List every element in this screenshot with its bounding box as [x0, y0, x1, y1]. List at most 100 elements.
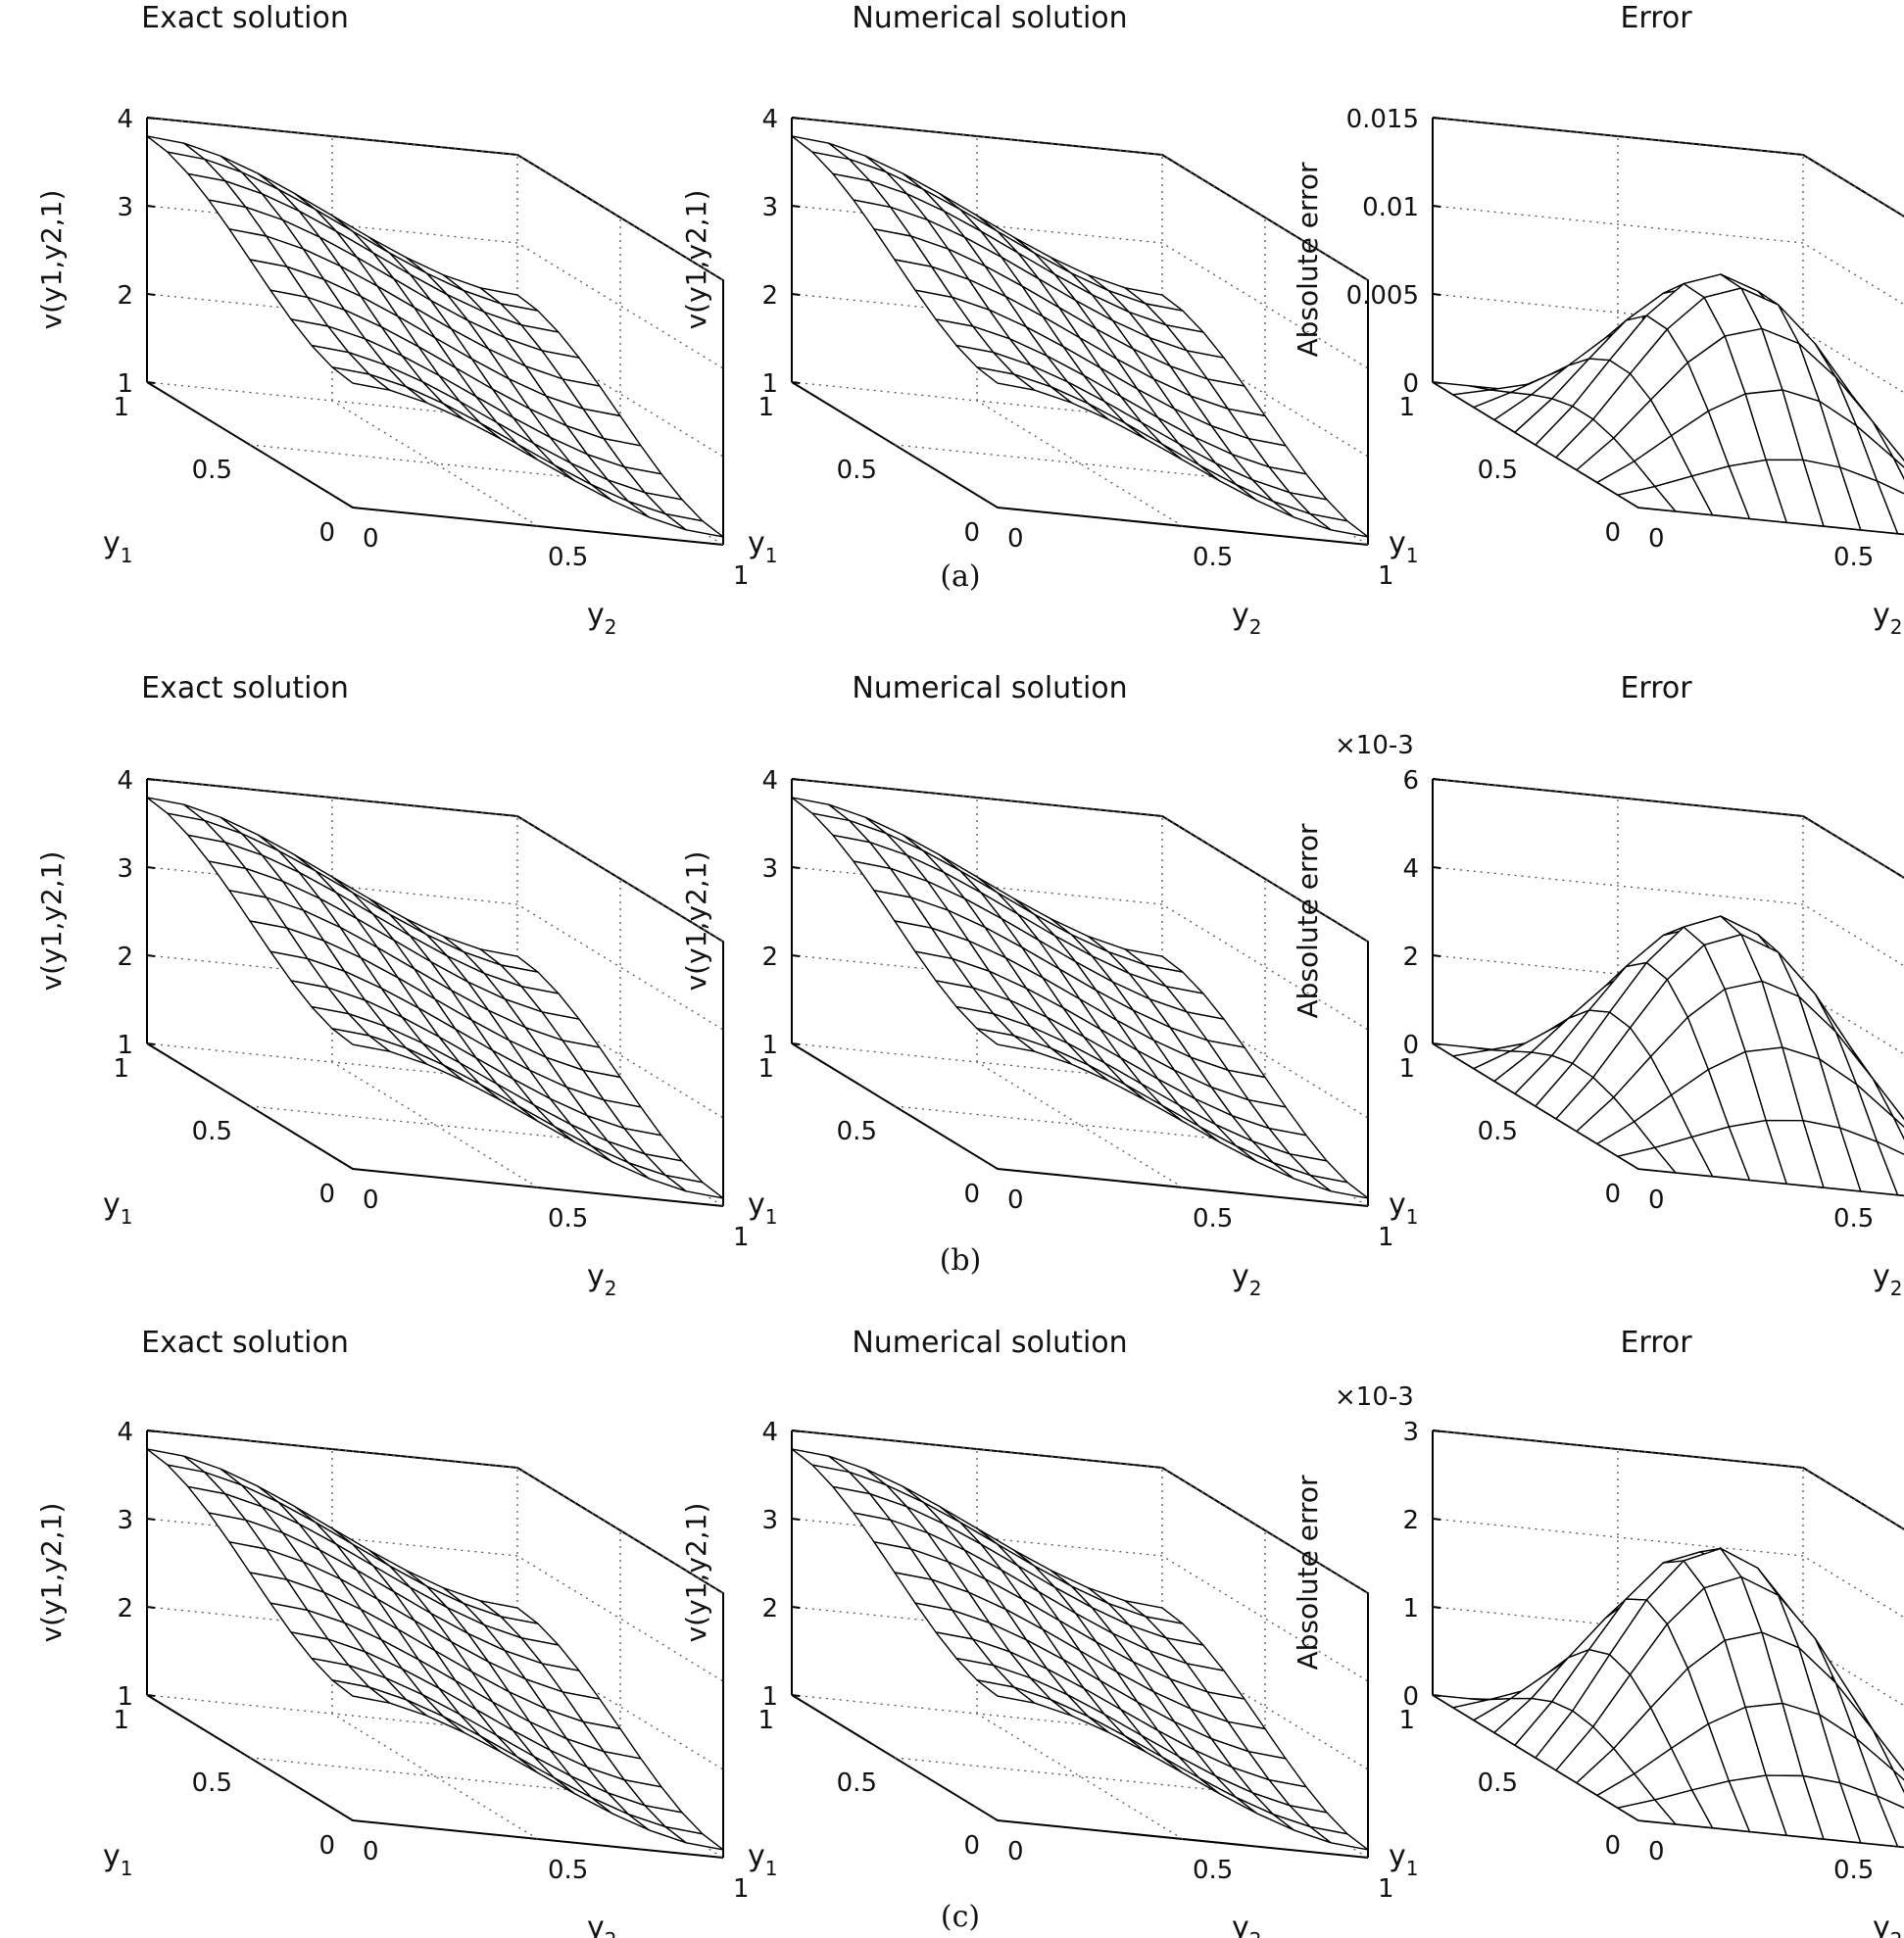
z-tick-label: 4 — [761, 1418, 778, 1447]
y1-tick-label: 0 — [963, 1180, 980, 1209]
z-multiplier: ×10-3 — [1335, 731, 1414, 760]
z-tick-label: 2 — [1402, 943, 1419, 972]
z-tick — [1432, 1606, 1441, 1609]
y2-tick-label: 1 — [1378, 561, 1394, 591]
y1-tick-label: 0.5 — [192, 1768, 232, 1798]
z-gridline — [1432, 1429, 1904, 1530]
y2-axis-label: y2 — [587, 1259, 617, 1300]
mesh-cell — [1309, 1174, 1369, 1199]
y2-tick-label: 0 — [363, 1837, 379, 1866]
z-tick-label: 4 — [761, 766, 778, 796]
z-tick-label: 3 — [117, 193, 133, 222]
z-tick — [146, 293, 156, 296]
row-caption: (c) — [941, 1900, 980, 1934]
y2-tick-label: 1 — [733, 561, 750, 591]
y1-tick-label: 0 — [1604, 1831, 1621, 1861]
z-tick — [146, 1606, 156, 1609]
mesh-cell — [1892, 1769, 1904, 1794]
z-tick-label: 1 — [761, 1682, 778, 1712]
panel-title: Numerical solution — [852, 1, 1127, 35]
y1-axis-label: y1 — [748, 526, 778, 567]
z-tick-label: 1 — [761, 369, 778, 399]
z-tick-label: 3 — [117, 1506, 133, 1535]
z-gridline — [791, 1429, 1369, 1594]
z-axis-label: v(y1,y2,1) — [680, 1503, 712, 1643]
z-tick-label: 3 — [761, 854, 778, 884]
z-tick — [791, 381, 801, 384]
z-tick — [791, 866, 801, 869]
z-tick — [1432, 1694, 1441, 1697]
z-tick — [146, 866, 156, 869]
y1-tick-label: 0.5 — [837, 1768, 877, 1798]
y2-tick-label: 0 — [1007, 1837, 1024, 1866]
y2-tick-label: 0 — [1007, 1186, 1024, 1215]
y1-tick-label: 0 — [1604, 518, 1621, 548]
y1-tick-label: 0 — [1604, 1180, 1621, 1209]
y2-tick-label: 0.5 — [548, 1204, 588, 1234]
floor-frame — [791, 1042, 1369, 1207]
z-tick — [791, 1518, 801, 1521]
y1-tick-label: 0.5 — [837, 1117, 877, 1146]
floor-gridline — [249, 1757, 621, 1796]
y2-tick-label: 1 — [733, 1223, 750, 1252]
z-tick — [791, 1606, 801, 1609]
y2-tick-label: 0 — [363, 524, 379, 554]
z-axis-label: Absolute error — [1292, 823, 1324, 1019]
y1-tick-label: 0.5 — [192, 1117, 232, 1146]
y1-tick-label: 1 — [1398, 1054, 1415, 1084]
y1-tick-label: 0.5 — [1478, 1117, 1518, 1146]
z-tick — [146, 1042, 156, 1045]
z-gridline — [146, 117, 724, 281]
panel-title: Numerical solution — [852, 671, 1127, 705]
floor-frame — [146, 1042, 724, 1207]
surface-mesh — [791, 1448, 1369, 1851]
z-tick — [1432, 293, 1441, 296]
y1-axis-label: y1 — [748, 1187, 778, 1229]
z-tick-label: 0.005 — [1346, 281, 1419, 311]
panel-title: Numerical solution — [852, 1326, 1127, 1360]
floor-gridline — [331, 1713, 539, 1840]
y2-tick-label: 0.5 — [548, 1856, 588, 1885]
y1-axis-label: y1 — [748, 1839, 778, 1880]
y2-tick-label: 0.5 — [1193, 543, 1233, 572]
z-gridline — [1432, 778, 1904, 879]
mesh-cell — [1872, 421, 1904, 468]
y2-tick-label: 0.5 — [1833, 1204, 1874, 1234]
floor-gridline — [976, 1061, 1184, 1188]
y2-axis-label: y2 — [587, 598, 617, 639]
y2-tick-label: 1 — [733, 1874, 750, 1904]
z-tick — [146, 381, 156, 384]
z-gridline — [1432, 1518, 1904, 1619]
z-gridline — [1432, 117, 1904, 218]
y2-tick-label: 0.5 — [548, 543, 588, 572]
z-multiplier: ×10-3 — [1335, 1382, 1414, 1412]
surface-mesh — [1432, 273, 1904, 535]
z-tick-label: 2 — [761, 281, 778, 311]
z-tick-label: 2 — [117, 281, 133, 311]
z-axis-label: v(y1,y2,1) — [680, 851, 712, 992]
y1-tick-label: 0.5 — [192, 456, 232, 485]
panel-title: Error — [1620, 671, 1692, 705]
floor-gridline — [976, 400, 1184, 527]
surface-mesh — [791, 797, 1369, 1199]
z-gridline — [1432, 866, 1904, 967]
surface-mesh — [791, 135, 1369, 538]
floor-gridline — [894, 1757, 1266, 1796]
surface-mesh — [1432, 1547, 1904, 1848]
panel-title: Exact solution — [141, 671, 349, 705]
z-tick — [791, 1429, 801, 1432]
y2-tick-label: 0 — [363, 1186, 379, 1215]
y1-tick-label: 1 — [1398, 1706, 1415, 1735]
z-tick — [1432, 205, 1441, 208]
z-tick — [146, 778, 156, 781]
y2-axis-label: y2 — [1232, 1911, 1262, 1938]
z-tick-label: 2 — [761, 943, 778, 972]
z-tick-label: 0 — [1402, 1031, 1419, 1060]
mesh-cell — [1892, 457, 1904, 480]
z-axis-label: v(y1,y2,1) — [680, 190, 712, 330]
panel-title: Error — [1620, 1, 1692, 35]
z-axis-label: Absolute error — [1292, 162, 1324, 358]
y2-tick-label: 0.5 — [1193, 1856, 1233, 1885]
z-tick — [1432, 381, 1441, 384]
